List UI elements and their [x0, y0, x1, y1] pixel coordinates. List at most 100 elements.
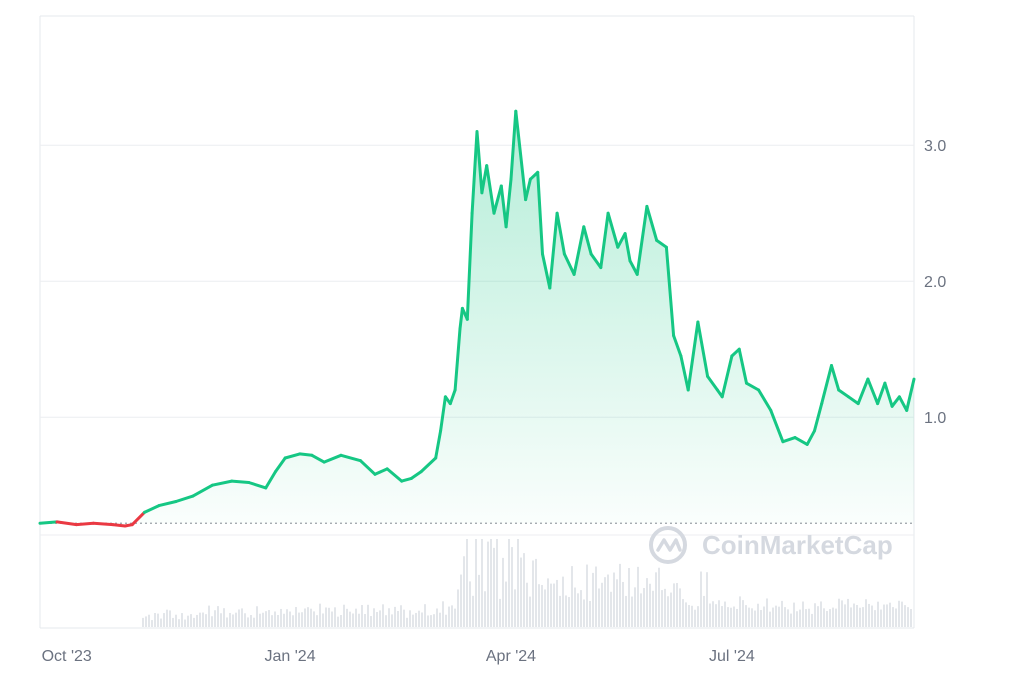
price-segment — [536, 170, 544, 256]
volume-bar — [769, 611, 771, 627]
price-segment — [706, 374, 719, 392]
volume-bar — [742, 600, 744, 627]
price-segment — [830, 364, 841, 392]
price-segment — [582, 225, 593, 256]
volume-bar — [886, 604, 888, 627]
price-segment — [606, 211, 620, 249]
price-segment — [883, 381, 894, 408]
volume-bar — [670, 592, 672, 627]
volume-bar — [340, 615, 342, 627]
price-segment — [599, 211, 610, 270]
price-segment — [434, 429, 443, 460]
volume-bar — [181, 613, 183, 627]
price-segment — [524, 177, 532, 202]
volume-bar — [280, 608, 282, 627]
volume-bar — [772, 607, 774, 627]
volume-bar — [433, 614, 435, 627]
volume-bar — [277, 615, 279, 627]
volume-bar — [838, 598, 840, 627]
volume-bar — [202, 612, 204, 627]
volume-bar — [655, 572, 657, 627]
volume-bar — [472, 595, 474, 627]
volume-bar — [205, 614, 207, 627]
volume-bar — [271, 615, 273, 627]
price-segment — [672, 334, 683, 358]
volume-bar — [325, 607, 327, 627]
price-segment — [737, 347, 748, 385]
volume-bar — [223, 608, 225, 627]
volume-bar — [640, 593, 642, 627]
volume-bar — [415, 612, 417, 627]
y-tick-label: 3.0 — [924, 138, 946, 155]
volume-bar — [148, 614, 150, 627]
volume-bar — [826, 611, 828, 627]
volume-bar — [493, 547, 495, 627]
volume-bar — [781, 600, 783, 627]
volume-bar — [787, 609, 789, 627]
volume-bar — [778, 606, 780, 627]
volume-bar — [619, 563, 621, 627]
volume-bar — [289, 611, 291, 627]
volume-bar — [649, 583, 651, 627]
volume-bar — [394, 606, 396, 627]
price-segment — [210, 479, 234, 487]
y-tick-label: 1.0 — [924, 410, 946, 427]
volume-bar — [436, 608, 438, 627]
volume-bar — [409, 610, 411, 627]
price-segment — [274, 456, 287, 474]
volume-bar — [520, 557, 522, 627]
volume-bar — [799, 609, 801, 627]
volume-bar — [514, 589, 516, 627]
volume-bar — [220, 613, 222, 627]
volume-bar — [553, 583, 555, 627]
volume-bar — [535, 558, 537, 627]
price-segment — [74, 521, 95, 527]
volume-bar — [721, 606, 723, 627]
volume-bar — [625, 595, 627, 627]
price-segment — [458, 306, 464, 331]
price-segment — [492, 184, 503, 215]
volume-bar — [241, 608, 243, 627]
volume-bar — [310, 608, 312, 627]
volume-bar — [142, 617, 144, 627]
price-area-fill — [40, 111, 914, 526]
price-segment — [247, 481, 268, 490]
volume-bar — [343, 604, 345, 627]
volume-bar — [595, 566, 597, 627]
volume-bar — [715, 604, 717, 627]
volume-bar — [628, 568, 630, 627]
volume-bar — [793, 602, 795, 627]
volume-bar — [577, 593, 579, 627]
volume-bar — [301, 612, 303, 627]
volume-bar — [592, 572, 594, 627]
price-segment — [465, 211, 474, 321]
price-segment — [589, 252, 603, 270]
volume-bar — [208, 605, 210, 627]
volume-bar — [733, 606, 735, 627]
price-segment — [298, 452, 314, 457]
volume-bar — [832, 607, 834, 627]
price-segment — [409, 470, 423, 480]
price-segment — [373, 467, 389, 476]
volume-bar — [367, 604, 369, 627]
volume-bar — [190, 614, 192, 627]
volume-bar — [541, 585, 543, 627]
volume-bar — [211, 616, 213, 627]
volume-bar — [607, 574, 609, 627]
price-segment — [359, 459, 377, 476]
price-segment — [38, 520, 59, 525]
y-tick-label: 2.0 — [924, 274, 946, 291]
volume-bar — [544, 589, 546, 627]
volume-bar — [400, 605, 402, 627]
volume-bar — [484, 591, 486, 627]
volume-bar — [835, 608, 837, 627]
volume-bar — [274, 611, 276, 627]
volume-bar — [166, 609, 168, 627]
volume-bar — [682, 599, 684, 627]
volume-bar — [178, 619, 180, 627]
volume-bar — [187, 615, 189, 627]
volume-bar — [586, 564, 588, 627]
price-segment — [157, 500, 178, 508]
volume-bar — [862, 607, 864, 627]
